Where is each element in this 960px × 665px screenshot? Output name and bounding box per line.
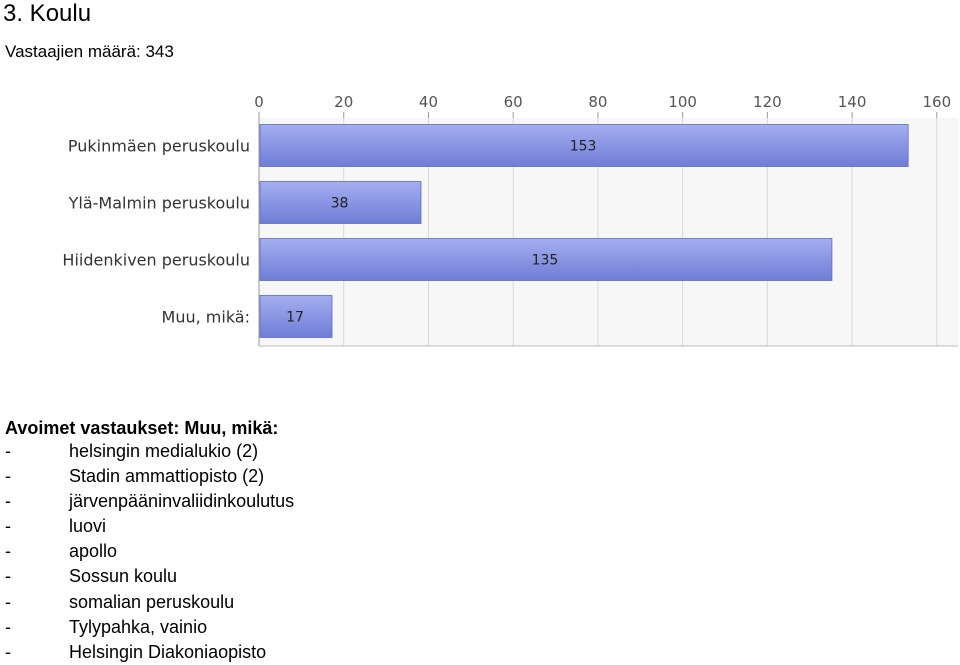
bar (259, 238, 833, 281)
answer-list: - helsingin medialukio (2) - Stadin ammatti… (5, 439, 294, 665)
category-label: Hiidenkiven peruskoulu (62, 251, 250, 270)
answer-text: Tylypahka, vainio (69, 616, 208, 637)
answer-item: - Stadin ammattiopisto (2) (5, 464, 278, 489)
x-tick-label: 160 (922, 93, 951, 111)
answer-dash: - (5, 591, 11, 612)
answer-item: - helsingin medialukio (2) (5, 439, 278, 464)
answer-item: - Sossun koulu (5, 564, 278, 589)
answer-dash: - (5, 516, 11, 537)
category-label: Ylä-Malmin peruskoulu (68, 194, 250, 213)
answer-item: - luovi (5, 514, 278, 539)
answer-text: Stadin ammattiopisto (2) (69, 466, 265, 487)
x-tick-label: 20 (334, 93, 353, 111)
category-label: Muu, mikä: (162, 308, 250, 327)
answer-dash: - (5, 466, 11, 487)
answer-item: - apollo (5, 539, 278, 564)
answer-text: Helsingin Diakoniaopisto (69, 641, 267, 662)
x-tick-label: 0 (254, 93, 264, 111)
x-tick-label: 40 (419, 93, 438, 111)
bar-value-label: 17 (286, 310, 304, 326)
x-tick-label: 100 (668, 93, 697, 111)
bar (259, 295, 333, 338)
page-title: 3. Koulu (3, 0, 92, 27)
answer-dash: - (5, 541, 11, 562)
category-label: Pukinmäen peruskoulu (68, 137, 250, 156)
x-tick-label: 140 (838, 93, 867, 111)
answer-text: helsingin medialukio (2) (69, 441, 259, 461)
bar (259, 181, 422, 224)
answer-dash: - (5, 491, 11, 512)
x-tick-label: 80 (588, 93, 607, 111)
answer-dash: - (5, 641, 11, 662)
answer-text: luovi (69, 516, 107, 537)
answer-item: - Tylypahka, vainio (5, 615, 278, 640)
bar-value-label: 135 (532, 253, 559, 269)
answer-text: somalian peruskoulu (69, 591, 235, 612)
answer-item: - somalian peruskoulu (5, 590, 278, 615)
bar (259, 124, 909, 167)
answer-item: - järvenpääninvaliidinkoulutus (5, 489, 294, 514)
answer-text: Sossun koulu (69, 566, 178, 587)
answer-dash: - (5, 616, 11, 637)
open-answers: Avoimet vastaukset: Muu, mikä: - helsingi… (5, 417, 294, 665)
answer-text: järvenpääninvaliidinkoulutus (69, 491, 295, 512)
respondent-count: Vastaajien määrä: 343 (5, 42, 174, 61)
bar-value-label: 153 (570, 139, 597, 155)
open-answers-heading: Avoimet vastaukset: Muu, mikä: (5, 418, 279, 438)
x-tick-label: 120 (753, 93, 782, 111)
bar-value-label: 38 (331, 196, 349, 212)
bar-chart: 0 20 40 60 80 100 120 140 160 153 38 135 17 Pukinmä… (62, 93, 958, 347)
answer-text: apollo (69, 541, 118, 562)
answer-item: - Helsingin Diakoniaopisto (5, 640, 278, 665)
answer-dash: - (5, 441, 11, 461)
x-tick-label: 60 (504, 93, 523, 111)
answer-dash: - (5, 566, 11, 587)
